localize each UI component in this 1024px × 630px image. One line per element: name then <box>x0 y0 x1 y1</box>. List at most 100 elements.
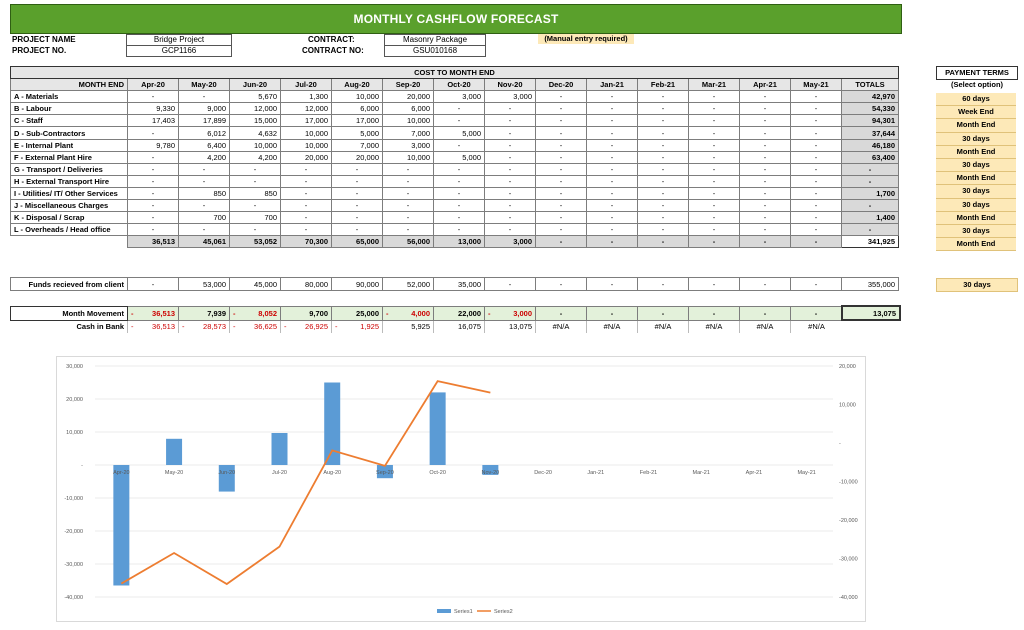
payment-term-select[interactable]: Week End <box>936 106 1016 120</box>
payment-term-select[interactable]: 30 days <box>936 224 1016 239</box>
cost-cell[interactable]: - <box>382 162 434 176</box>
cost-cell[interactable]: - <box>790 211 842 225</box>
cost-cell[interactable]: - <box>433 174 485 188</box>
cost-cell[interactable]: - <box>484 199 536 213</box>
cost-cell[interactable]: 7,000 <box>382 126 434 140</box>
funds-cell[interactable]: - <box>688 277 740 291</box>
cost-cell[interactable]: - <box>535 174 587 188</box>
cost-cell[interactable]: - <box>229 199 281 213</box>
cost-cell[interactable]: - <box>382 174 434 188</box>
cost-cell[interactable]: - <box>178 90 230 104</box>
cost-cell[interactable]: - <box>535 223 587 237</box>
contract-no-field[interactable]: GSU010168 <box>384 45 486 57</box>
cost-cell[interactable]: - <box>688 126 740 140</box>
cost-cell[interactable]: - <box>178 223 230 237</box>
cost-cell[interactable]: - <box>484 126 536 140</box>
cost-cell[interactable]: - <box>739 150 791 164</box>
cost-cell[interactable]: - <box>586 102 638 116</box>
project-no-field[interactable]: GCP1166 <box>126 45 232 57</box>
cost-cell[interactable]: 10,000 <box>229 138 281 152</box>
cost-cell[interactable]: - <box>739 138 791 152</box>
cost-cell[interactable]: 1,300 <box>280 90 332 104</box>
cost-cell[interactable]: - <box>739 199 791 213</box>
cost-cell[interactable]: - <box>382 186 434 201</box>
cost-cell[interactable]: 5,670 <box>229 90 281 104</box>
payment-term-select[interactable]: Month End <box>936 238 1016 252</box>
cost-cell[interactable]: - <box>127 150 179 164</box>
cost-cell[interactable]: 3,000 <box>382 138 434 152</box>
cost-cell[interactable]: - <box>586 90 638 104</box>
cost-cell[interactable]: - <box>586 211 638 225</box>
cost-cell[interactable]: - <box>127 223 179 237</box>
cost-cell[interactable]: 10,000 <box>280 126 332 140</box>
cost-cell[interactable]: - <box>484 138 536 152</box>
cost-cell[interactable]: - <box>586 150 638 164</box>
cost-cell[interactable]: - <box>790 186 842 201</box>
cost-cell[interactable]: 3,000 <box>484 90 536 104</box>
cost-cell[interactable]: - <box>535 199 587 213</box>
cost-cell[interactable]: 5,000 <box>433 150 485 164</box>
cost-cell[interactable]: - <box>127 162 179 176</box>
cost-cell[interactable]: - <box>790 90 842 104</box>
cost-cell[interactable]: - <box>790 138 842 152</box>
cost-cell[interactable]: - <box>637 114 689 128</box>
payment-term-funds[interactable]: 30 days <box>936 278 1018 293</box>
cost-cell[interactable]: - <box>739 186 791 201</box>
cost-cell[interactable]: - <box>637 211 689 225</box>
cost-cell[interactable]: - <box>688 90 740 104</box>
cost-cell[interactable]: - <box>586 174 638 188</box>
funds-cell[interactable]: 80,000 <box>280 277 332 291</box>
cost-cell[interactable]: - <box>790 223 842 237</box>
cost-cell[interactable]: - <box>229 223 281 237</box>
payment-term-select[interactable]: 30 days <box>936 198 1016 212</box>
funds-cell[interactable]: - <box>637 277 689 291</box>
cost-cell[interactable]: - <box>739 211 791 225</box>
cost-cell[interactable]: - <box>535 162 587 176</box>
cost-cell[interactable]: - <box>586 199 638 213</box>
cost-cell[interactable]: - <box>739 90 791 104</box>
cost-cell[interactable]: - <box>127 90 179 104</box>
cost-cell[interactable]: - <box>535 102 587 116</box>
cost-cell[interactable]: 3,000 <box>433 90 485 104</box>
payment-term-select[interactable]: Month End <box>936 211 1016 225</box>
cost-cell[interactable]: - <box>484 162 536 176</box>
cost-cell[interactable]: - <box>790 174 842 188</box>
cost-cell[interactable]: - <box>433 102 485 116</box>
cost-cell[interactable]: - <box>331 199 383 213</box>
cost-cell[interactable]: - <box>331 223 383 237</box>
cost-cell[interactable]: - <box>382 211 434 225</box>
cost-cell[interactable]: 10,000 <box>280 138 332 152</box>
cost-cell[interactable]: - <box>586 223 638 237</box>
funds-cell[interactable]: - <box>484 277 536 291</box>
payment-term-select[interactable]: 30 days <box>936 158 1016 173</box>
cost-cell[interactable]: - <box>382 223 434 237</box>
cost-cell[interactable]: - <box>637 199 689 213</box>
cost-cell[interactable]: 9,000 <box>178 102 230 116</box>
cost-cell[interactable]: - <box>688 199 740 213</box>
cost-cell[interactable]: - <box>433 162 485 176</box>
cost-cell[interactable]: - <box>280 199 332 213</box>
cost-cell[interactable]: - <box>790 126 842 140</box>
cost-cell[interactable]: - <box>637 90 689 104</box>
cost-cell[interactable]: - <box>382 199 434 213</box>
cost-cell[interactable]: - <box>739 174 791 188</box>
cost-cell[interactable]: - <box>127 174 179 188</box>
cost-cell[interactable]: 10,000 <box>382 150 434 164</box>
cost-cell[interactable]: - <box>586 114 638 128</box>
payment-term-select[interactable]: Month End <box>936 119 1016 133</box>
cost-cell[interactable]: - <box>229 174 281 188</box>
cost-cell[interactable]: - <box>229 162 281 176</box>
cost-cell[interactable]: - <box>586 162 638 176</box>
cost-cell[interactable]: - <box>433 223 485 237</box>
cost-cell[interactable]: - <box>790 150 842 164</box>
cost-cell[interactable]: - <box>739 126 791 140</box>
funds-cell[interactable]: - <box>127 277 179 291</box>
cost-cell[interactable]: 10,000 <box>382 114 434 128</box>
cost-cell[interactable]: 20,000 <box>331 150 383 164</box>
cost-cell[interactable]: - <box>331 162 383 176</box>
cost-cell[interactable]: - <box>739 223 791 237</box>
cost-cell[interactable]: - <box>178 199 230 213</box>
cost-cell[interactable]: 5,000 <box>433 126 485 140</box>
funds-cell[interactable]: 53,000 <box>178 277 230 291</box>
cost-cell[interactable]: 17,899 <box>178 114 230 128</box>
